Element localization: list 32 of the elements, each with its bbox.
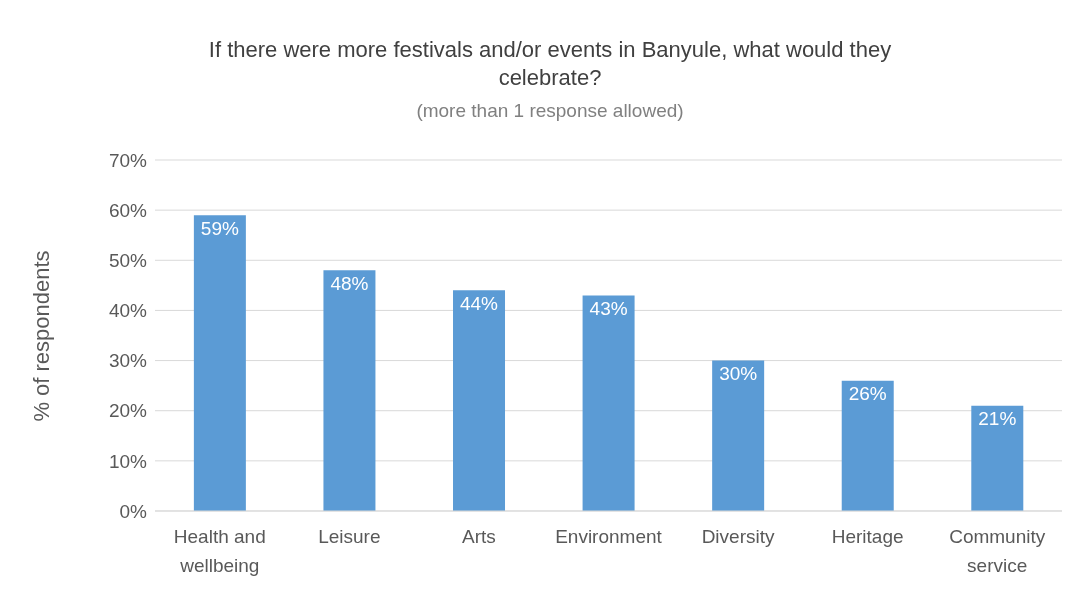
data-label: 30% [719,363,758,385]
data-label: 44% [460,292,499,314]
x-tick-label: Environment [555,526,663,547]
bar [841,380,894,511]
bar [323,270,376,511]
chart-subtitle: (more than 1 response allowed) [415,100,685,122]
bar [712,360,765,511]
data-label: 21% [978,408,1017,430]
x-tick-label: Leisure [318,526,381,547]
bar [971,405,1024,511]
y-tick-label: 30% [108,350,148,372]
y-tick-label: 70% [108,149,148,171]
y-tick-label: 40% [108,300,148,322]
y-axis-title: % of respondents [29,250,55,422]
bar [193,215,246,511]
y-tick-label: 50% [108,250,148,272]
data-label: 59% [200,217,239,239]
x-tick-label: Health and wellbeing [173,526,266,576]
y-tick-label: 10% [108,450,148,472]
y-tick-label: 0% [119,500,148,522]
data-label: 43% [589,297,628,319]
bar [582,295,635,511]
data-label: 26% [848,383,887,405]
x-tick-label: Arts [462,526,496,547]
data-label: 48% [330,272,369,294]
y-tick-label: 60% [108,199,148,221]
chart-title: If there were more festivals and/or events in Banyule, what would they celebrate? [207,36,893,92]
x-tick-label: Community service [949,526,1046,576]
bar [453,290,506,511]
y-tick-label: 20% [108,400,148,422]
x-tick-label: Heritage [831,526,904,547]
x-tick-label: Diversity [701,526,775,547]
